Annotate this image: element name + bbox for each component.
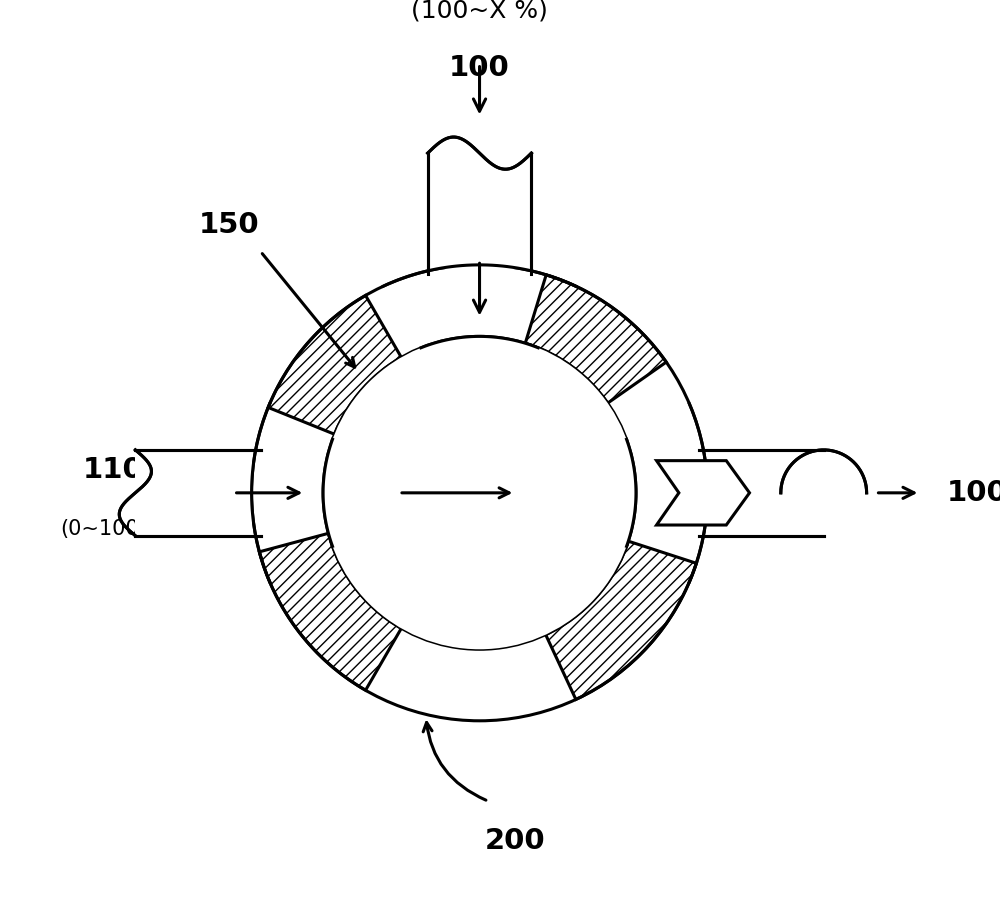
Text: 200: 200 bbox=[485, 827, 546, 855]
Polygon shape bbox=[657, 461, 750, 525]
Wedge shape bbox=[525, 275, 666, 404]
Text: (0~100%): (0~100%) bbox=[60, 519, 166, 539]
Text: 100: 100 bbox=[947, 478, 1000, 507]
Text: 110: 110 bbox=[83, 456, 143, 485]
Bar bbox=[428, 153, 531, 269]
Bar bbox=[135, 450, 252, 536]
Text: 150: 150 bbox=[199, 211, 260, 238]
Bar bbox=[708, 450, 867, 536]
Wedge shape bbox=[259, 533, 401, 690]
Wedge shape bbox=[546, 541, 696, 699]
Circle shape bbox=[323, 336, 636, 649]
Wedge shape bbox=[268, 296, 401, 435]
Circle shape bbox=[252, 265, 708, 720]
Text: α = 打开率: α = 打开率 bbox=[461, 515, 570, 542]
Text: (100~X %): (100~X %) bbox=[411, 0, 548, 22]
Text: 100: 100 bbox=[449, 54, 510, 82]
